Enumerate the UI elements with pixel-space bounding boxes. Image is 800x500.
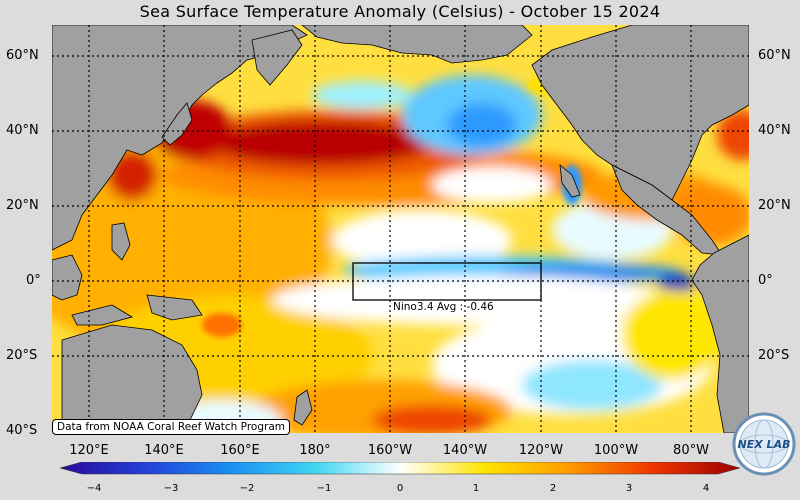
lon-label-160w: 160°W bbox=[367, 443, 413, 458]
central-america bbox=[611, 164, 723, 256]
logo-text: NEX LAB bbox=[738, 438, 791, 451]
japan bbox=[161, 102, 193, 146]
australia bbox=[61, 324, 203, 433]
colorbar-tick-neg2: −2 bbox=[239, 483, 255, 494]
lat-label-20n-left: 20°N bbox=[6, 198, 39, 213]
indochina bbox=[52, 254, 83, 301]
colorbar-tick-neg1: −1 bbox=[316, 483, 332, 494]
lat-label-40s-left: 40°S bbox=[6, 423, 38, 438]
land-masses bbox=[52, 25, 749, 433]
colorbar-tick-4: 4 bbox=[702, 483, 710, 494]
colorbar-tick-3: 3 bbox=[625, 483, 633, 494]
colorbar-gradient bbox=[58, 461, 742, 475]
new-guinea bbox=[146, 294, 203, 321]
borneo-java bbox=[71, 304, 134, 326]
colorbar-tick-neg4: −4 bbox=[86, 483, 102, 494]
lat-label-eq-right: 0° bbox=[758, 273, 773, 288]
lon-label-160e: 160°E bbox=[220, 443, 260, 458]
lon-label-120w: 120°W bbox=[518, 443, 564, 458]
map-title: Sea Surface Temperature Anomaly (Celsius… bbox=[139, 2, 661, 21]
colorbar-tick-neg3: −3 bbox=[163, 483, 179, 494]
nino34-average-label: Nino3.4 Avg : -0.46 bbox=[393, 301, 494, 313]
data-credit-label: Data from NOAA Coral Reef Watch Program bbox=[52, 419, 290, 435]
lon-label-140e: 140°E bbox=[144, 443, 184, 458]
lat-label-40n-right: 40°N bbox=[758, 123, 791, 138]
sst-anomaly-map bbox=[52, 25, 749, 433]
philippines bbox=[111, 222, 131, 261]
colorbar-tick-0: 0 bbox=[396, 483, 404, 494]
new-zealand bbox=[293, 389, 313, 426]
lon-label-100w: 100°W bbox=[593, 443, 639, 458]
anomaly-field bbox=[52, 75, 749, 433]
lon-label-80w: 80°W bbox=[673, 443, 709, 458]
kamchatka bbox=[251, 29, 303, 86]
lat-label-20s-left: 20°S bbox=[6, 348, 38, 363]
south-america bbox=[691, 234, 749, 433]
lon-label-180: 180° bbox=[299, 443, 331, 458]
alaska bbox=[301, 25, 533, 64]
baja-peninsula bbox=[559, 164, 581, 198]
nino34-region-box bbox=[352, 262, 542, 301]
graticule bbox=[52, 25, 749, 433]
colorbar bbox=[58, 461, 742, 482]
colorbar-tick-1: 1 bbox=[472, 483, 480, 494]
map-canvas bbox=[52, 25, 749, 433]
colorbar-tick-2: 2 bbox=[549, 483, 557, 494]
lat-label-20s-right: 20°S bbox=[758, 348, 790, 363]
lat-label-20n-right: 20°N bbox=[758, 198, 791, 213]
nexlab-globe-logo: NEX LAB bbox=[732, 412, 796, 480]
lat-label-60n-right: 60°N bbox=[758, 48, 791, 63]
lat-label-40n-left: 40°N bbox=[6, 123, 39, 138]
lon-label-120e: 120°E bbox=[69, 443, 109, 458]
lat-label-eq-left: 0° bbox=[26, 273, 41, 288]
lat-label-60n-left: 60°N bbox=[6, 48, 39, 63]
lon-label-140w: 140°W bbox=[442, 443, 488, 458]
